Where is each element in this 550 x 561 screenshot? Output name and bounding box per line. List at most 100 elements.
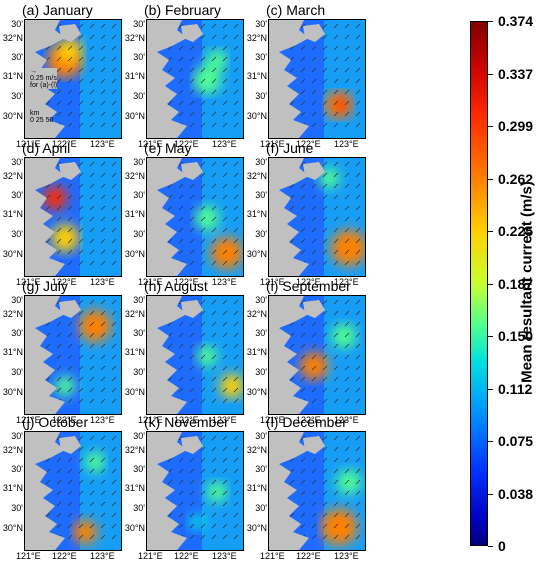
longitude-label: 122°E (296, 277, 321, 287)
latitude-label: 32°N (2, 33, 23, 43)
longitude-label: 123°E (90, 139, 115, 149)
latitude-label: 30°N (2, 523, 23, 533)
latitude-label: 32°N (246, 33, 267, 43)
colorbar-tick-mark (488, 546, 493, 547)
colorbar-tick-mark (488, 21, 493, 22)
current-map (24, 157, 122, 277)
colorbar-tick-mark (488, 441, 493, 442)
colorbar-tick-mark (488, 178, 493, 180)
panel-title: (h) August (144, 278, 208, 294)
latitude-label: 32°N (124, 309, 145, 319)
latitude-minute-label: 30' (133, 295, 145, 305)
panel-title: (b) February (144, 2, 222, 18)
longitude-label: 121°E (16, 551, 41, 561)
longitude-label: 121°E (138, 415, 163, 425)
latitude-label: 32°N (246, 171, 267, 181)
latitude-label: 30°N (124, 387, 145, 397)
latitude-label: 30°N (246, 111, 267, 121)
colorbar-tick-mark (488, 231, 493, 232)
colorbar-tick-label: 0.187 (498, 275, 534, 292)
latitude-label: 31°N (124, 483, 145, 493)
latitude-label: 30°N (246, 387, 267, 397)
latitude-minute-label: 30' (11, 367, 23, 377)
latitude-label: 32°N (124, 445, 145, 455)
latitude-minute-label: 30' (11, 190, 23, 200)
latitude-label: 30°N (124, 111, 145, 121)
latitude-minute-label: 30' (133, 503, 145, 513)
longitude-label: 121°E (260, 551, 285, 561)
latitude-minute-label: 30' (255, 91, 267, 101)
panel-title: (g) July (22, 278, 68, 294)
latitude-label: 30°N (124, 249, 145, 259)
latitude-minute-label: 30' (255, 431, 267, 441)
latitude-label: 32°N (2, 171, 23, 181)
longitude-label: 122°E (52, 551, 77, 561)
panel-title: (c) March (266, 2, 326, 18)
panel-title: (e) May (144, 140, 192, 156)
longitude-label: 121°E (16, 139, 41, 149)
latitude-minute-label: 30' (255, 503, 267, 513)
latitude-minute-label: 30' (255, 52, 267, 62)
longitude-label: 121°E (138, 551, 163, 561)
latitude-label: 30°N (246, 249, 267, 259)
latitude-minute-label: 30' (11, 328, 23, 338)
panel-title: (f) June (266, 140, 314, 156)
longitude-label: 122°E (52, 277, 77, 287)
latitude-minute-label: 30' (255, 229, 267, 239)
latitude-label: 30°N (124, 523, 145, 533)
latitude-minute-label: 30' (255, 328, 267, 338)
current-map (268, 19, 366, 139)
latitude-minute-label: 30' (133, 464, 145, 474)
longitude-label: 121°E (260, 415, 285, 425)
latitude-label: 32°N (2, 445, 23, 455)
latitude-minute-label: 30' (133, 367, 145, 377)
longitude-label: 123°E (334, 277, 359, 287)
reference-arrow-label: → 0.25 m/s for (a)-(l) (30, 68, 58, 89)
latitude-label: 31°N (246, 483, 267, 493)
latitude-label: 30°N (246, 523, 267, 533)
latitude-minute-label: 30' (11, 295, 23, 305)
colorbar-tick-mark (488, 336, 493, 337)
latitude-label: 30°N (2, 387, 23, 397)
latitude-label: 31°N (246, 347, 267, 357)
colorbar-tick-label: 0.299 (498, 118, 534, 134)
colorbar-tick-mark (488, 493, 493, 495)
current-map (268, 295, 366, 415)
longitude-label: 122°E (174, 139, 199, 149)
colorbar-tick-label: 0.337 (498, 65, 534, 82)
longitude-label: 123°E (90, 277, 115, 287)
longitude-label: 122°E (174, 551, 199, 561)
longitude-label: 122°E (296, 139, 321, 149)
colorbar-label: Mean resultant current (m/s) (518, 181, 536, 383)
latitude-minute-label: 30' (255, 367, 267, 377)
scale-bar: km 0 25 50 (30, 110, 54, 124)
latitude-label: 32°N (246, 445, 267, 455)
colorbar-tick-mark (488, 126, 493, 127)
latitude-label: 31°N (124, 347, 145, 357)
longitude-label: 121°E (138, 139, 163, 149)
colorbar-tick-mark (488, 73, 493, 75)
longitude-label: 122°E (296, 551, 321, 561)
longitude-label: 123°E (212, 277, 237, 287)
colorbar-tick-label: 0.262 (498, 170, 534, 187)
latitude-minute-label: 30' (11, 52, 23, 62)
latitude-minute-label: 30' (11, 91, 23, 101)
colorbar-tick-label: 0.075 (498, 433, 534, 449)
latitude-label: 32°N (2, 309, 23, 319)
longitude-label: 122°E (296, 415, 321, 425)
longitude-label: 123°E (90, 415, 115, 425)
current-map (268, 431, 366, 551)
longitude-label: 123°E (212, 551, 237, 561)
longitude-label: 121°E (260, 139, 285, 149)
panel-title: (i) September (266, 278, 351, 294)
longitude-label: 122°E (52, 415, 77, 425)
longitude-label: 121°E (16, 415, 41, 425)
latitude-minute-label: 30' (133, 431, 145, 441)
colorbar-tick-label: 0.225 (498, 223, 534, 239)
longitude-label: 121°E (138, 277, 163, 287)
colorbar-tick-label: 0 (498, 538, 506, 554)
longitude-label: 121°E (260, 277, 285, 287)
longitude-label: 122°E (52, 139, 77, 149)
latitude-minute-label: 30' (255, 19, 267, 29)
longitude-label: 121°E (16, 277, 41, 287)
